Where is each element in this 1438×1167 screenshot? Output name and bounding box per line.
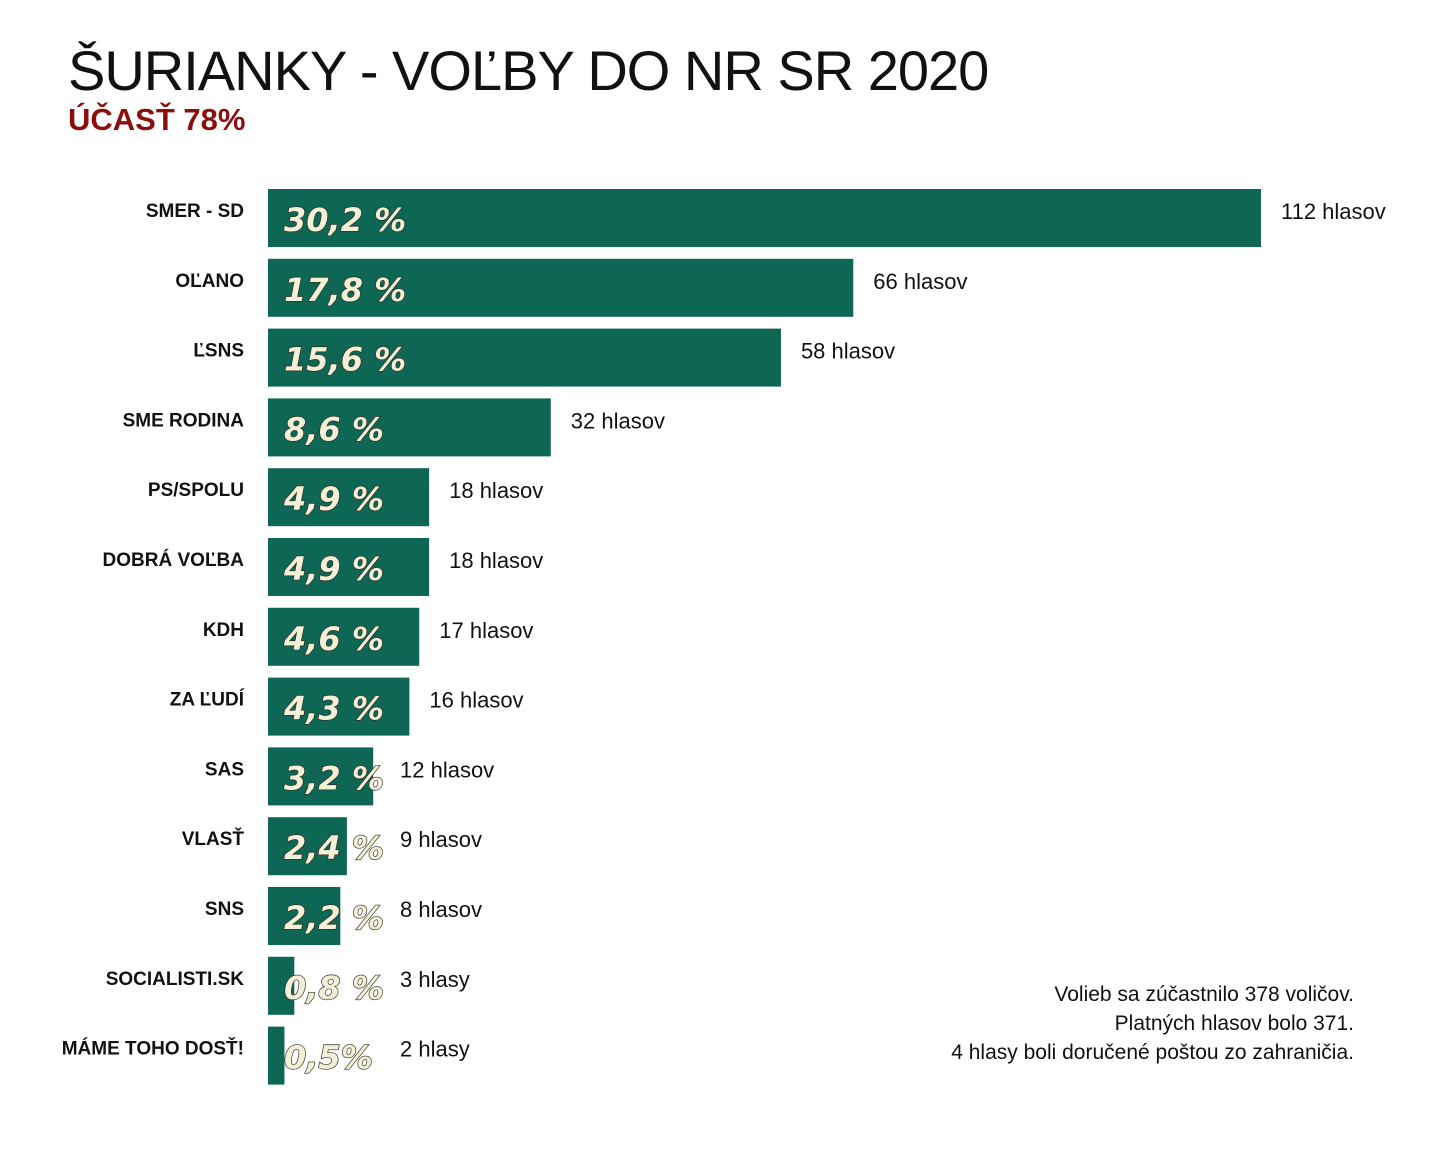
bar-sme-rodina xyxy=(268,398,551,457)
percent-label-mame-toho-dost: 0,5% xyxy=(284,1039,373,1077)
category-label-sme-rodina: SME RODINA xyxy=(123,410,245,431)
category-label-sns: SNS xyxy=(205,899,244,920)
category-label-dobra-volba: DOBRÁ VOĽBA xyxy=(103,549,245,571)
votes-label-lsns: 58 hlasov xyxy=(801,339,895,364)
votes-label-ps-spolu: 18 hlasov xyxy=(449,478,543,503)
bar-mame-toho-dost xyxy=(268,1026,285,1085)
percent-label-socialisti-sk: 0,8 % xyxy=(284,969,384,1007)
percent-label-ps-spolu: 4,9 % xyxy=(283,480,384,518)
percent-label-olano: 17,8 % xyxy=(284,271,406,309)
bar-lsns xyxy=(268,328,781,387)
note-postal-votes: 4 hlasy boli doručené poštou zo zahranič… xyxy=(951,1041,1354,1064)
percent-label-za-ludi: 4,3 % xyxy=(283,690,384,728)
percent-label-sme-rodina: 8,6 % xyxy=(284,410,384,448)
percent-label-dobra-volba: 4,9 % xyxy=(283,550,384,588)
turnout-subtitle: ÚČASŤ 78% xyxy=(68,102,246,137)
percent-label-sas: 3,2 % xyxy=(284,759,384,797)
bar-dobra-volba xyxy=(268,538,430,596)
bar-olano xyxy=(268,258,854,317)
category-label-mame-toho-dost: MÁME TOHO DOSŤ! xyxy=(62,1038,244,1060)
category-label-vlast: VLASŤ xyxy=(182,828,245,850)
bar-vlast xyxy=(268,817,347,876)
bar-ps-spolu xyxy=(268,468,430,527)
category-label-sas: SAS xyxy=(205,759,244,780)
note-participants: Volieb sa zúčastnilo 378 voličov. xyxy=(1054,983,1354,1006)
votes-label-vlast: 9 hlasov xyxy=(400,827,482,852)
percent-label-smer-sd: 30,2 % xyxy=(284,201,406,239)
votes-label-smer-sd: 112 hlasov xyxy=(1281,199,1386,224)
bar-smer-sd xyxy=(268,189,1261,247)
percent-label-kdh: 4,6 % xyxy=(283,620,384,658)
votes-label-olano: 66 hlasov xyxy=(873,269,967,294)
bar-sas xyxy=(268,747,374,806)
votes-label-mame-toho-dost: 2 hlasy xyxy=(400,1037,470,1062)
category-label-smer-sd: SMER - SD xyxy=(146,201,244,222)
bar-kdh xyxy=(268,607,420,666)
percent-label-sns: 2,2 % xyxy=(284,899,384,937)
category-label-olano: OĽANO xyxy=(175,271,244,292)
votes-label-sme-rodina: 32 hlasov xyxy=(571,408,665,433)
category-label-lsns: ĽSNS xyxy=(193,341,244,362)
bar-za-ludi xyxy=(268,677,410,736)
votes-label-sas: 12 hlasov xyxy=(400,757,494,782)
votes-label-kdh: 17 hlasov xyxy=(439,618,533,643)
bar-sns xyxy=(268,887,341,945)
votes-label-socialisti-sk: 3 hlasy xyxy=(400,967,470,992)
votes-label-sns: 8 hlasov xyxy=(400,897,482,922)
percent-label-vlast: 2,4 % xyxy=(284,829,384,867)
category-label-kdh: KDH xyxy=(203,620,244,641)
bar-socialisti-sk xyxy=(268,956,295,1015)
percent-label-lsns: 15,6 % xyxy=(284,341,406,379)
votes-label-za-ludi: 16 hlasov xyxy=(429,688,523,713)
category-label-ps-spolu: PS/SPOLU xyxy=(148,480,244,501)
category-label-za-ludi: ZA ĽUDÍ xyxy=(170,689,245,711)
note-valid-votes: Platných hlasov bolo 371. xyxy=(1114,1012,1354,1035)
chart-title: ŠURIANKY - VOĽBY DO NR SR 2020 xyxy=(68,39,989,102)
election-notes: Volieb sa zúčastnilo 378 voličov. Platný… xyxy=(951,980,1354,1067)
category-label-socialisti-sk: SOCIALISTI.SK xyxy=(106,969,245,990)
votes-label-dobra-volba: 18 hlasov xyxy=(449,548,543,573)
